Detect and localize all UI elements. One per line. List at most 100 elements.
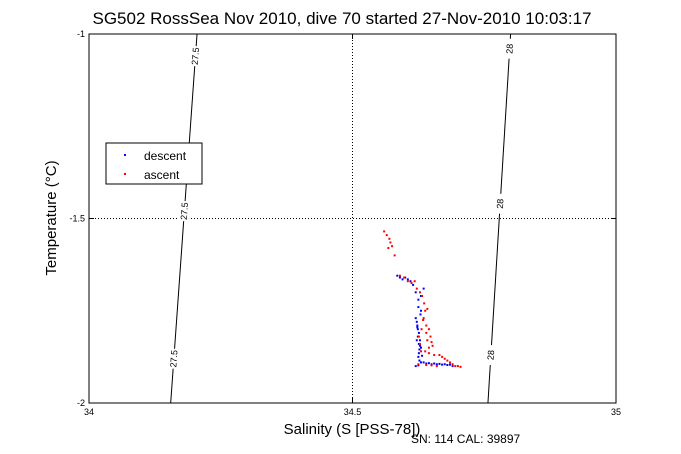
descent-point-0 — [396, 274, 399, 277]
contour-label-0-2: 27.5 — [168, 350, 179, 368]
ascent-point-4 — [391, 245, 394, 248]
descent-point-3 — [404, 276, 407, 279]
descent-point-24 — [417, 355, 420, 358]
contour-label-bg-1-0 — [504, 38, 516, 60]
ascent-point-39 — [430, 364, 433, 367]
ascent-point-14 — [421, 294, 424, 297]
ascent-point-0 — [383, 230, 386, 233]
descent-point-21 — [418, 344, 421, 347]
ascent-point-32 — [446, 359, 449, 362]
descent-point-35 — [443, 363, 446, 366]
ascent-point-46 — [422, 318, 425, 321]
ascent-point-3 — [389, 241, 392, 244]
legend: descent ascent — [105, 142, 203, 185]
ascent-point-34 — [451, 363, 454, 366]
legend-label-ascent: ascent — [144, 168, 180, 182]
descent-point-28 — [425, 362, 428, 365]
contour-label-bg-1-2 — [485, 344, 497, 366]
ascent-point-25 — [427, 346, 430, 349]
descent-point-9 — [417, 306, 420, 309]
descent-point-14 — [415, 320, 418, 323]
ascent-point-22 — [426, 339, 429, 342]
ascent-point-17 — [422, 317, 425, 320]
ascent-point-30 — [441, 355, 444, 358]
ascent-point-11 — [413, 280, 416, 283]
descent-point-25 — [418, 359, 421, 362]
contour-label-bg-0-1 — [178, 200, 191, 222]
ascent-point-38 — [435, 365, 438, 368]
ascent-point-28 — [433, 354, 436, 357]
legend-box — [105, 142, 203, 185]
ascent-point-10 — [410, 282, 413, 285]
ascent-point-24 — [431, 344, 434, 347]
ascent-point-33 — [448, 361, 451, 364]
descent-point-13 — [414, 317, 417, 320]
ascent-point-8 — [403, 276, 406, 279]
legend-label-descent: descent — [144, 149, 187, 163]
x-tick-label-2: 35 — [611, 407, 621, 417]
axis-ticks: 34 34.5 35 -1 -1.5 -2 — [69, 29, 621, 417]
descent-point-29 — [427, 362, 430, 365]
ascent-point-20 — [425, 331, 428, 334]
ascent-point-37 — [459, 365, 462, 368]
ascent-point-43 — [418, 342, 421, 345]
ascent-point-40 — [425, 363, 428, 366]
ascent-point-12 — [415, 287, 418, 290]
x-axis-label: Salinity (S [PSS-78]) — [284, 421, 421, 438]
descent-point-36 — [446, 363, 449, 366]
ascent-point-15 — [423, 302, 426, 305]
descent-point-5 — [409, 280, 412, 283]
descent-point-1 — [398, 276, 401, 279]
descent-point-44 — [416, 326, 419, 329]
contour-label-1-0: 28 — [504, 43, 515, 54]
contour-label-0-1: 27.5 — [179, 202, 190, 220]
contour-label-0-0: 27.5 — [190, 47, 201, 65]
x-tick-label-1: 34.5 — [344, 407, 362, 417]
descent-point-17 — [417, 331, 420, 334]
density-contours: 27.5 27.5 27.5 28 28 28 — [168, 33, 516, 404]
ascent-point-31 — [443, 357, 446, 360]
contour-label-bg-0-2 — [168, 348, 180, 370]
legend-swatch-descent — [124, 154, 126, 156]
descent-point-42 — [420, 346, 423, 349]
descent-point-22 — [418, 348, 421, 351]
descent-point-39 — [414, 365, 417, 368]
data-points — [383, 230, 462, 368]
descent-point-37 — [448, 363, 451, 366]
descent-point-12 — [422, 287, 425, 290]
y-tick-label-2: -2 — [77, 398, 85, 408]
descent-point-16 — [416, 328, 419, 331]
ascent-point-13 — [418, 291, 421, 294]
y-tick-label-0: -1 — [77, 29, 85, 39]
contour-label-1-1: 28 — [495, 198, 506, 209]
ascent-point-16 — [424, 309, 427, 312]
contour-label-bg-0-0 — [189, 45, 202, 67]
ascent-point-41 — [417, 363, 420, 366]
descent-point-8 — [417, 298, 420, 301]
ascent-point-18 — [425, 324, 428, 327]
contour-label-1-2: 28 — [486, 350, 497, 361]
ascent-point-9 — [406, 280, 409, 283]
descent-point-26 — [420, 361, 423, 364]
descent-point-23 — [417, 352, 420, 355]
descent-point-19 — [415, 339, 418, 342]
ascent-point-29 — [438, 354, 441, 357]
descent-point-4 — [406, 278, 409, 281]
descent-point-45 — [419, 313, 422, 316]
descent-point-31 — [433, 362, 436, 365]
chart-title: SG502 RossSea Nov 2010, dive 70 started … — [93, 9, 592, 28]
descent-point-7 — [414, 291, 417, 294]
ascent-point-21 — [429, 335, 432, 338]
descent-point-15 — [416, 324, 419, 327]
y-axis-label: Temperature (°C) — [43, 160, 60, 275]
descent-point-41 — [421, 354, 424, 357]
descent-point-6 — [412, 283, 415, 286]
descent-point-33 — [438, 362, 441, 365]
y-tick-label-1: -1.5 — [69, 214, 85, 224]
serial-calibration-note: SN: 114 CAL: 39897 — [411, 432, 521, 446]
grid-lines — [89, 34, 616, 403]
descent-point-30 — [430, 363, 433, 366]
ascent-point-5 — [387, 247, 390, 250]
ascent-point-26 — [424, 350, 427, 353]
